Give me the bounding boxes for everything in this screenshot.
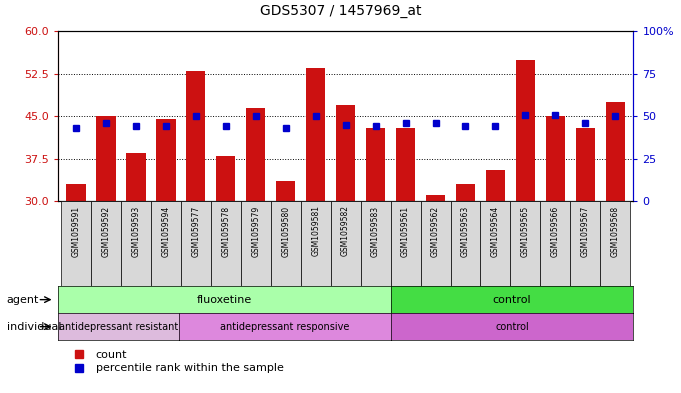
Bar	[486, 170, 505, 201]
Text: GSM1059561: GSM1059561	[401, 206, 410, 257]
Bar	[180, 201, 210, 286]
Bar	[366, 128, 385, 201]
Text: GSM1059565: GSM1059565	[521, 206, 530, 257]
Bar	[156, 119, 176, 201]
Text: agent: agent	[7, 295, 39, 305]
Bar	[605, 102, 625, 201]
Bar	[210, 201, 240, 286]
Bar	[186, 71, 206, 201]
Bar	[240, 201, 270, 286]
Bar	[96, 116, 116, 201]
Bar	[451, 201, 481, 286]
Bar	[306, 68, 326, 201]
Text: GSM1059582: GSM1059582	[341, 206, 350, 256]
Text: GSM1059578: GSM1059578	[221, 206, 230, 257]
Bar	[336, 105, 355, 201]
Bar	[276, 181, 296, 201]
Text: GSM1059580: GSM1059580	[281, 206, 290, 257]
Bar	[361, 201, 391, 286]
Bar	[456, 184, 475, 201]
Bar	[126, 153, 146, 201]
Text: GSM1059567: GSM1059567	[581, 206, 590, 257]
Text: GSM1059562: GSM1059562	[431, 206, 440, 257]
Text: GSM1059591: GSM1059591	[72, 206, 80, 257]
Text: individual: individual	[7, 321, 61, 332]
Bar	[151, 201, 180, 286]
Bar	[481, 201, 511, 286]
Bar	[516, 60, 535, 201]
Text: fluoxetine: fluoxetine	[197, 295, 252, 305]
Text: antidepressant resistant: antidepressant resistant	[59, 321, 178, 332]
Text: GSM1059577: GSM1059577	[191, 206, 200, 257]
Bar	[545, 116, 565, 201]
Bar	[541, 201, 571, 286]
Bar	[91, 201, 121, 286]
Text: GSM1059581: GSM1059581	[311, 206, 320, 256]
Text: GSM1059593: GSM1059593	[131, 206, 140, 257]
Bar	[270, 201, 300, 286]
Bar	[426, 195, 445, 201]
Bar	[575, 128, 595, 201]
Bar	[421, 201, 451, 286]
Text: GSM1059594: GSM1059594	[161, 206, 170, 257]
Text: control: control	[495, 321, 529, 332]
Text: GSM1059566: GSM1059566	[551, 206, 560, 257]
Text: GSM1059564: GSM1059564	[491, 206, 500, 257]
Bar	[121, 201, 151, 286]
Text: GSM1059563: GSM1059563	[461, 206, 470, 257]
Text: GSM1059579: GSM1059579	[251, 206, 260, 257]
Text: control: control	[493, 295, 531, 305]
Text: GDS5307 / 1457969_at: GDS5307 / 1457969_at	[259, 4, 422, 18]
Bar	[511, 201, 541, 286]
Text: GSM1059592: GSM1059592	[101, 206, 110, 257]
Legend: count, percentile rank within the sample: count, percentile rank within the sample	[63, 346, 288, 378]
Bar	[396, 128, 415, 201]
Bar	[300, 201, 330, 286]
Bar	[61, 201, 91, 286]
Bar	[330, 201, 361, 286]
Bar	[66, 184, 86, 201]
Bar	[216, 156, 236, 201]
Bar	[601, 201, 631, 286]
Bar	[571, 201, 601, 286]
Text: GSM1059568: GSM1059568	[611, 206, 620, 257]
Text: antidepressant responsive: antidepressant responsive	[221, 321, 350, 332]
Bar	[246, 108, 266, 201]
Bar	[391, 201, 421, 286]
Text: GSM1059583: GSM1059583	[371, 206, 380, 257]
